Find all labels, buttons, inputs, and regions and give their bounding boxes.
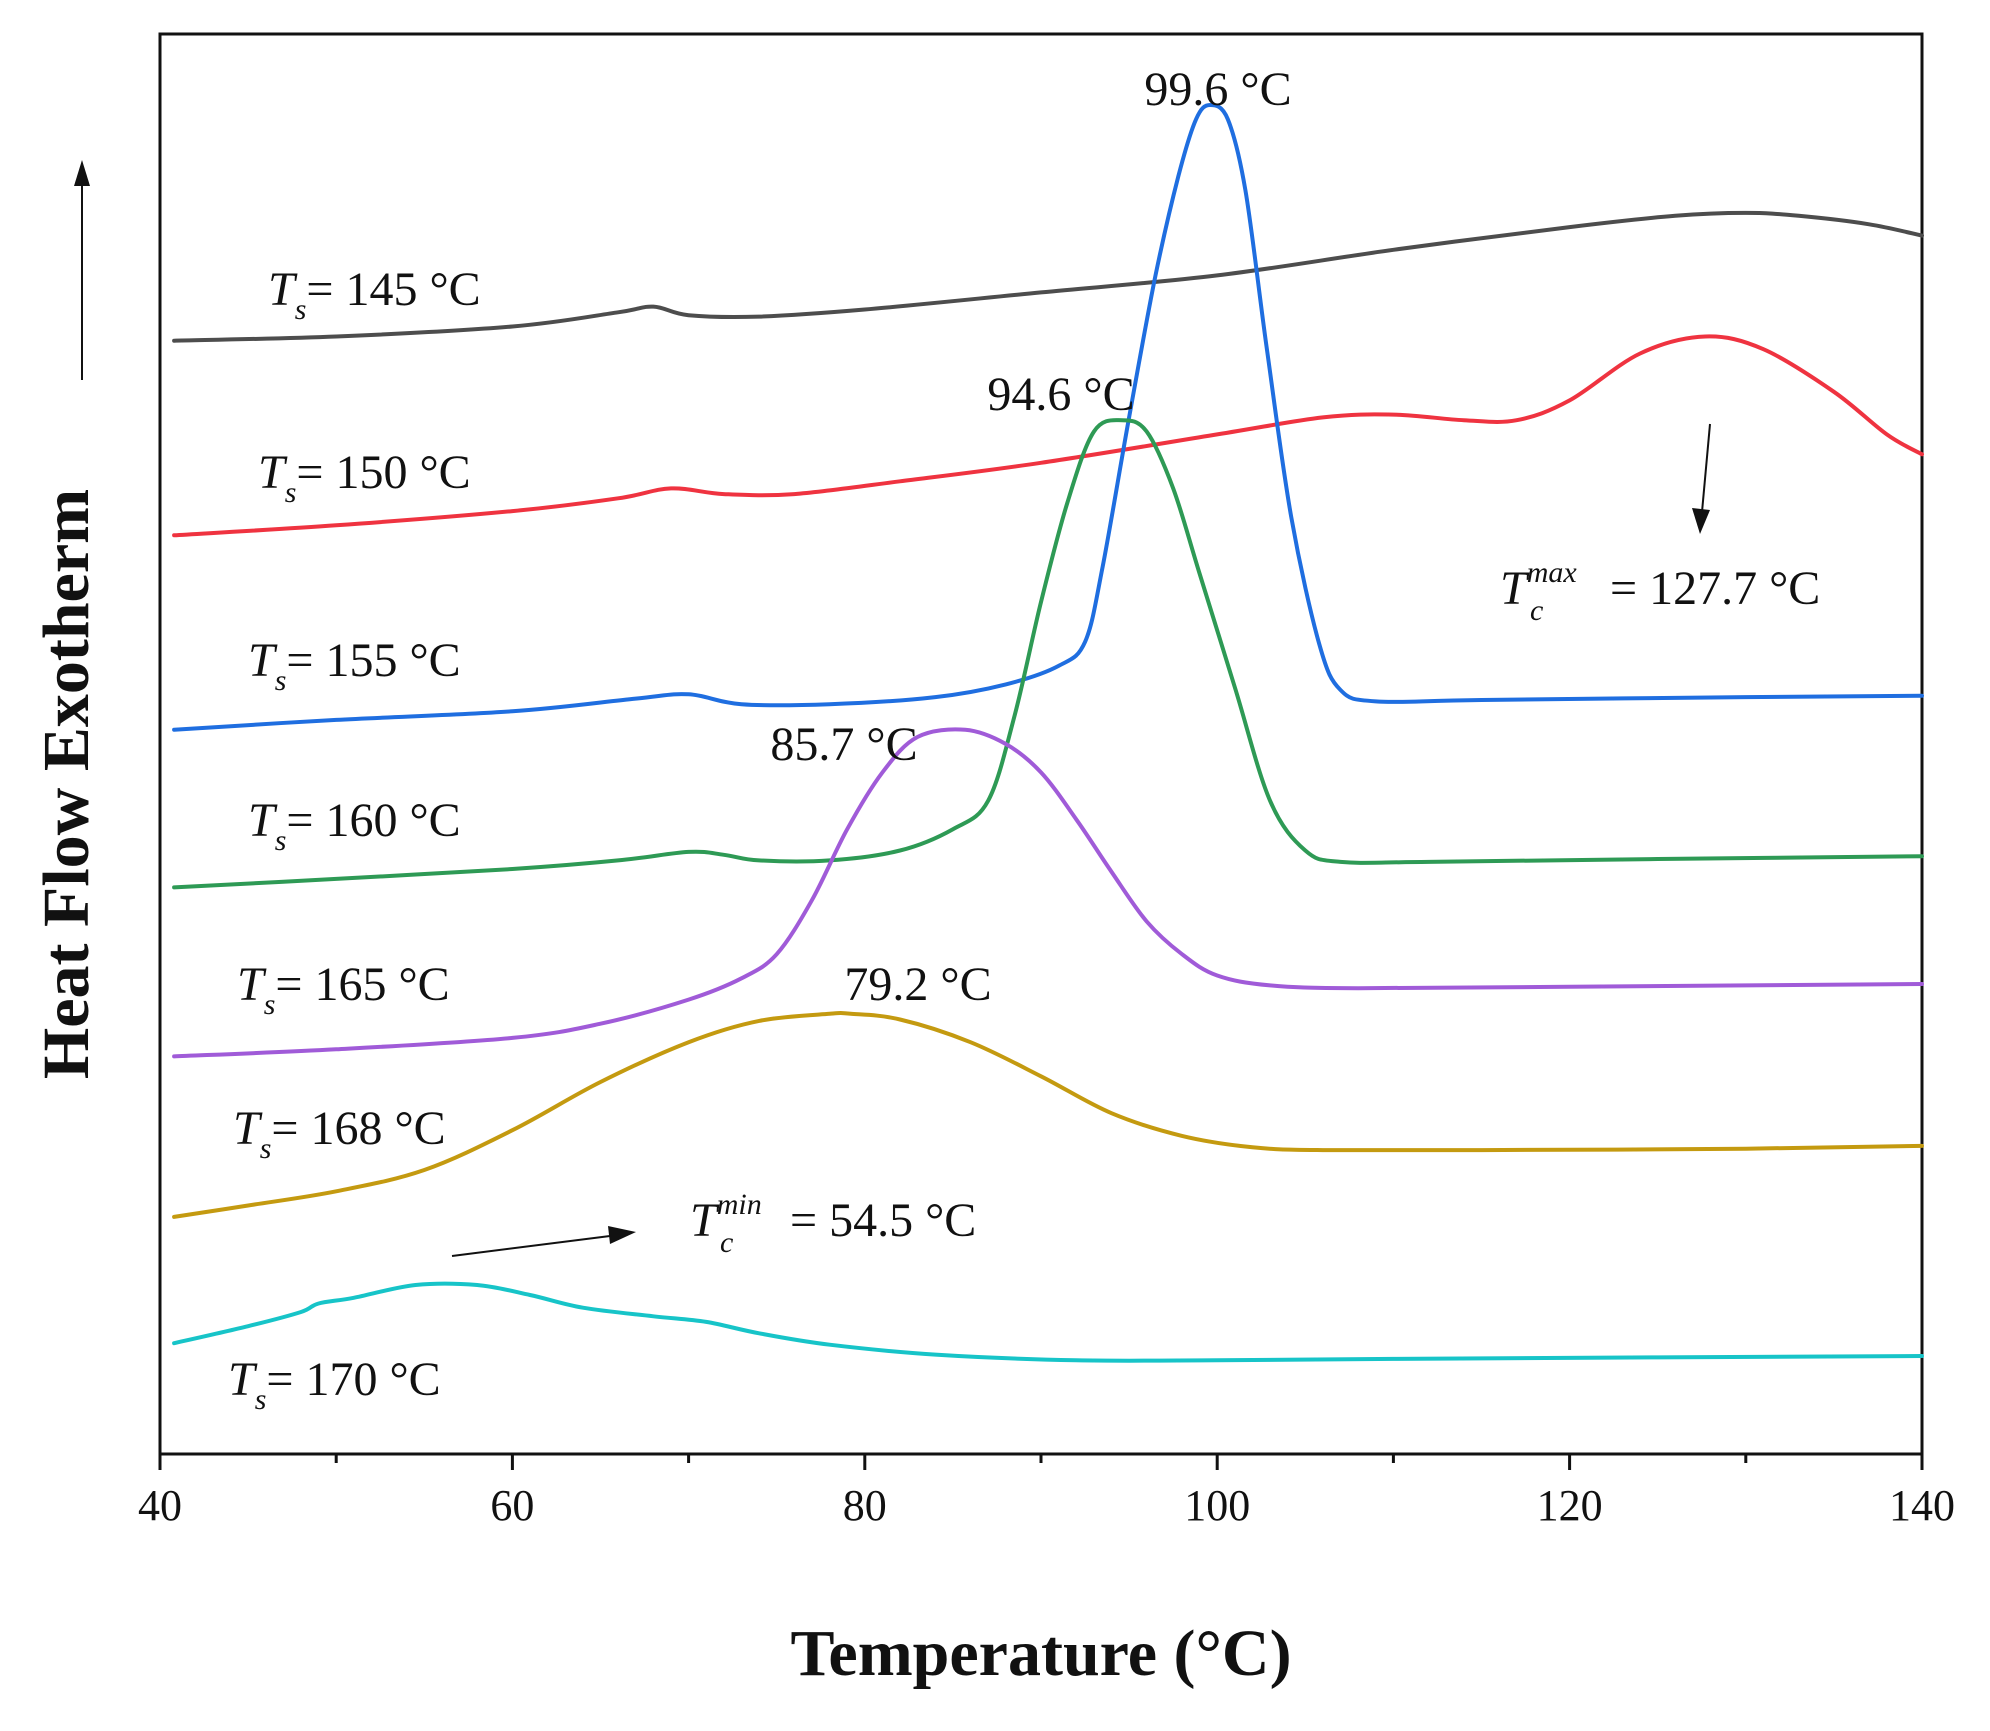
series-label-145: Ts= 145 °C <box>268 263 481 326</box>
series-label-165: Ts= 165 °C <box>237 958 450 1021</box>
series-layer <box>172 103 1924 1363</box>
tc-min-base: T <box>690 1194 720 1247</box>
x-tick-label-120: 120 <box>1537 1481 1603 1530</box>
series-line-ts-165 <box>172 727 1924 1059</box>
x-axis-title: Temperature (°C) <box>790 1617 1291 1690</box>
series-label-145-prefix: T <box>268 263 298 316</box>
x-tick-label-60: 60 <box>490 1481 534 1530</box>
svg-text:Ts= 145 °C: Ts= 145 °C <box>268 263 481 326</box>
svg-text:Ts= 160 °C: Ts= 160 °C <box>248 794 461 857</box>
tc-max-value: = 127.7 °C <box>1610 562 1820 615</box>
series-line-ts-170 <box>172 1281 1924 1363</box>
series-label-160-prefix: T <box>248 794 278 847</box>
x-tick-label-100: 100 <box>1184 1481 1250 1530</box>
series-line-ts-155 <box>172 103 1924 732</box>
series-label-150-prefix: T <box>258 446 288 499</box>
series-label-165-sub: s <box>264 988 276 1021</box>
y-arrow-head <box>74 160 90 186</box>
y-axis-title-group: Heat Flow Exotherm <box>30 489 103 1079</box>
tc-min-arrow-head <box>608 1226 636 1244</box>
series-label-170-suffix: = 170 °C <box>266 1353 440 1406</box>
svg-text:Ts= 150 °C: Ts= 150 °C <box>258 446 471 509</box>
series-label-168-sub: s <box>260 1132 272 1165</box>
x-axis-ticks: 40 60 80 100 120 140 <box>138 1454 1955 1530</box>
tc-max-annotation: Tmax c = 127.7 °C <box>1500 423 1820 627</box>
series-label-155-suffix: = 155 °C <box>286 634 460 687</box>
series-label-160-sub: s <box>275 824 287 857</box>
series-label-155-prefix: T <box>248 634 278 687</box>
tc-max-base: T <box>1500 562 1530 615</box>
series-line-ts-145 <box>172 210 1924 343</box>
tc-min-value: = 54.5 °C <box>790 1194 976 1247</box>
peak-label-79-2: 79.2 °C <box>844 958 991 1011</box>
series-label-168-suffix: = 168 °C <box>271 1102 445 1155</box>
tc-min-arrow-shaft <box>451 1235 611 1257</box>
peak-label-85-7: 85.7 °C <box>770 718 917 771</box>
svg-text:Ts= 168 °C: Ts= 168 °C <box>233 1102 446 1165</box>
series-label-165-prefix: T <box>237 958 267 1011</box>
svg-text:Ts= 165 °C: Ts= 165 °C <box>237 958 450 1021</box>
svg-text:Ts= 155 °C: Ts= 155 °C <box>248 634 461 697</box>
series-label-170-sub: s <box>255 1383 267 1416</box>
series-line-ts-168 <box>172 1011 1924 1219</box>
tc-min-annotation: Tmin c = 54.5 °C <box>451 1188 976 1259</box>
series-label-170: Ts= 170 °C <box>228 1353 441 1416</box>
x-tick-label-40: 40 <box>138 1481 182 1530</box>
series-label-168-prefix: T <box>233 1102 263 1155</box>
series-label-150-sub: s <box>285 476 297 509</box>
svg-text:Tmax: Tmax <box>1500 556 1577 615</box>
series-line-ts-160 <box>172 418 1924 890</box>
series-label-155: Ts= 155 °C <box>248 634 461 697</box>
series-label-145-suffix: = 145 °C <box>306 263 480 316</box>
peak-label-99-6: 99.6 °C <box>1144 63 1291 116</box>
svg-text:Ts= 170 °C: Ts= 170 °C <box>228 1353 441 1416</box>
series-label-165-suffix: = 165 °C <box>275 958 449 1011</box>
peak-label-94-6: 94.6 °C <box>987 368 1134 421</box>
tc-max-sub: c <box>1530 594 1543 627</box>
series-label-155-sub: s <box>275 664 287 697</box>
series-label-160-suffix: = 160 °C <box>286 794 460 847</box>
y-axis-title: Heat Flow Exotherm <box>30 489 103 1079</box>
x-tick-label-140: 140 <box>1889 1481 1955 1530</box>
series-label-150-suffix: = 150 °C <box>296 446 470 499</box>
series-label-160: Ts= 160 °C <box>248 794 461 857</box>
tc-max-sup: max <box>1527 556 1578 589</box>
tc-min-sup: min <box>717 1188 762 1221</box>
tc-max-arrow-head <box>1692 508 1710 534</box>
series-label-150: Ts= 150 °C <box>258 446 471 509</box>
tc-min-sub: c <box>720 1226 733 1259</box>
series-label-170-prefix: T <box>228 1353 258 1406</box>
series-label-168: Ts= 168 °C <box>233 1102 446 1165</box>
series-label-145-sub: s <box>295 293 307 326</box>
series-line-ts-150 <box>172 334 1924 538</box>
tc-max-arrow-shaft <box>1701 423 1711 513</box>
svg-text:Tmin: Tmin <box>690 1188 762 1247</box>
x-tick-label-80: 80 <box>843 1481 887 1530</box>
